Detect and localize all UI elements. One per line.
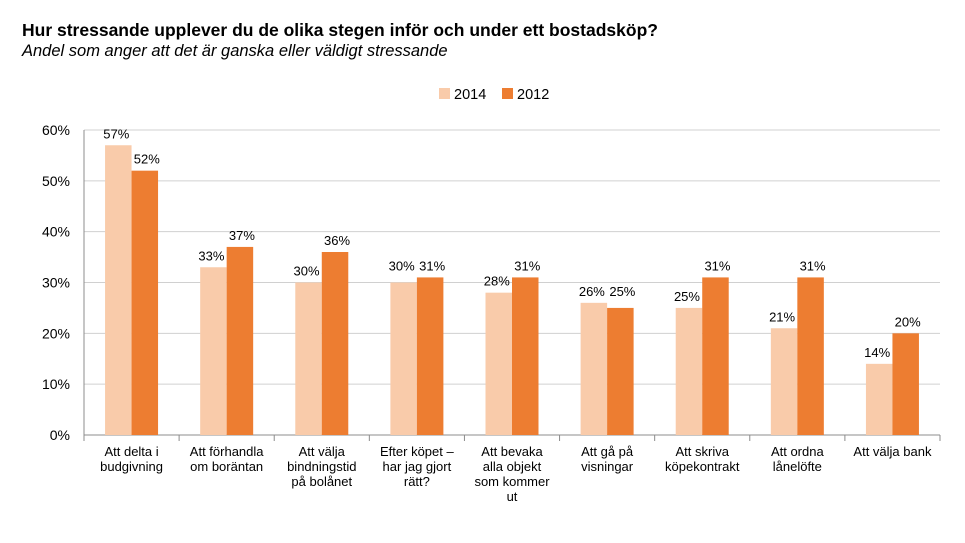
y-tick-label: 0% (50, 427, 70, 443)
x-category-label-line: på bolånet (291, 474, 352, 489)
x-category-label-line: lånelöfte (773, 459, 822, 474)
y-tick-label: 60% (42, 122, 70, 138)
x-category-label: Att välja bank (853, 444, 932, 459)
data-label-2014: 14% (864, 345, 890, 360)
data-label-2012: 25% (609, 284, 635, 299)
x-category-label-line: Att välja bank (853, 444, 932, 459)
legend-label-2014: 2014 (454, 87, 486, 103)
y-tick-label: 30% (42, 275, 70, 291)
x-category-label-line: visningar (581, 459, 634, 474)
bar-2014 (200, 267, 227, 435)
x-category-label-line: Efter köpet – (380, 444, 454, 459)
x-category-label: Att delta i budgivning (100, 444, 163, 474)
bar-2014 (295, 282, 322, 435)
x-category-label: Att förhandla om boräntan (190, 444, 264, 474)
bar-2012 (416, 277, 444, 435)
data-label-2014: 25% (674, 289, 700, 304)
x-category-label-line: som kommer (474, 474, 550, 489)
data-label-2012: 31% (704, 258, 730, 273)
data-label-2012: 31% (800, 258, 826, 273)
x-category-label-line: alla objekt (483, 459, 542, 474)
data-label-2012: 52% (134, 152, 160, 167)
data-label-2012: 31% (514, 258, 540, 273)
x-category-label-line: Att ordna (771, 444, 825, 459)
x-category-label: Efter köpet – har jag gjort rätt? (380, 444, 454, 489)
bar-2012 (892, 333, 919, 435)
x-category-label-line: Att välja (299, 444, 346, 459)
x-category-label-line: Att skriva (675, 444, 729, 459)
y-tick-label: 20% (42, 325, 70, 341)
data-label-2014: 30% (389, 258, 415, 273)
x-category-label-line: bindningstid (287, 459, 356, 474)
y-tick-label: 40% (42, 224, 70, 240)
data-label-2012: 20% (895, 314, 921, 329)
legend-swatch-2014 (439, 88, 450, 99)
x-category-label-line: Att gå på (581, 444, 634, 459)
y-tick-label: 10% (42, 376, 70, 392)
x-category-label-line: Att bevaka (481, 444, 543, 459)
x-category-label-line: ut (507, 489, 518, 504)
x-category-label-line: Att delta i (104, 444, 158, 459)
x-category-label: Att bevaka alla objekt som kommer ut (474, 444, 550, 504)
data-label-2012: 37% (229, 228, 255, 243)
x-category-label: Att ordna lånelöfte (771, 444, 825, 474)
data-label-2012: 31% (419, 258, 445, 273)
bar-2014 (580, 302, 608, 435)
chart-subtitle: Andel som anger att det är ganska eller … (22, 42, 448, 60)
x-category-label: Att skriva köpekontrakt (665, 444, 740, 474)
bar-2012 (512, 277, 539, 435)
bar-2012 (226, 246, 254, 435)
data-label-2014: 33% (198, 248, 224, 263)
x-category-label-line: Att förhandla (190, 444, 264, 459)
data-label-2014: 21% (769, 309, 795, 324)
y-tick-label: 50% (42, 173, 70, 189)
x-category-label: Att välja bindningstid på bolånet (287, 444, 356, 489)
legend-label-2012: 2012 (517, 87, 549, 103)
x-category-label-line: köpekontrakt (665, 459, 740, 474)
data-label-2012: 36% (324, 233, 350, 248)
bar-2012 (702, 277, 729, 435)
bar-2014 (865, 363, 893, 435)
legend-swatch-2012 (502, 88, 513, 99)
x-category-label-line: om boräntan (190, 459, 263, 474)
data-label-2014: 26% (579, 284, 605, 299)
data-label-2014: 57% (103, 126, 129, 141)
bar-2014 (675, 307, 703, 435)
bar-2012 (797, 277, 824, 435)
x-category-label-line: rätt? (404, 474, 430, 489)
bar-2012 (131, 170, 159, 435)
x-category-label-line: budgivning (100, 459, 163, 474)
x-category-label: Att gå på visningar (581, 444, 634, 474)
x-category-label-line: har jag gjort (383, 459, 452, 474)
bar-2012 (321, 252, 349, 435)
bar-2012 (607, 307, 634, 435)
bar-2014 (770, 328, 798, 435)
bar-2014 (105, 145, 132, 435)
bar-2014 (485, 292, 512, 435)
data-label-2014: 28% (484, 274, 510, 289)
bar-2014 (390, 282, 417, 435)
chart-title: Hur stressande upplever du de olika steg… (22, 20, 658, 40)
data-label-2014: 30% (294, 264, 320, 279)
